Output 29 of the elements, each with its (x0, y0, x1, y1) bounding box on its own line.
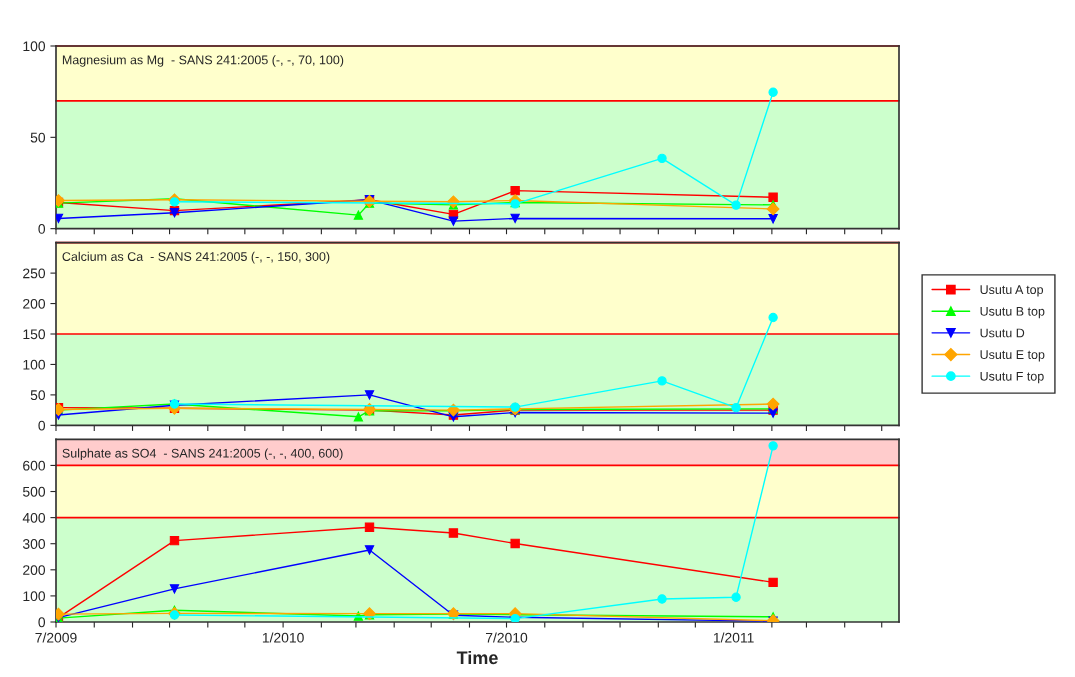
y-tick-label: 50 (30, 132, 46, 143)
x-tick-label: 1/2010 (262, 632, 304, 643)
y-tick-label: 0 (38, 617, 46, 628)
x-tick-label: 1/2011 (713, 632, 754, 643)
legend-label: Usutu F top (980, 371, 1044, 384)
y-tick-label: 50 (30, 390, 46, 401)
y-tick-label: 150 (23, 329, 46, 340)
y-tick-label: 300 (22, 539, 46, 549)
legend-label: Usutu E top (980, 350, 1045, 362)
annotation: Sulphate as SO4 - SANS 241:2005 (-, -, 400, 600) (62, 448, 343, 461)
y-tick-label: 400 (22, 512, 46, 523)
annotation: Magnesium as Mg - SANS 241:2005 (-, -, 70, 100) (62, 55, 344, 67)
y-tick-label: 250 (23, 268, 46, 279)
annotation: Calcium as Ca - SANS 241:2005 (-, -, 150, 300) (62, 251, 330, 264)
y-tick-label: 0 (38, 224, 46, 234)
x-tick-label: 7/2009 (35, 632, 77, 643)
y-tick-label: 200 (23, 298, 46, 309)
x-axis-title: Time (456, 650, 498, 665)
x-tick-label: 7/2010 (485, 632, 528, 643)
legend-label: Usutu A top (980, 285, 1044, 297)
y-tick-label: 200 (23, 565, 46, 575)
legend-label: Usutu B top (980, 306, 1045, 319)
y-tick-label: 0 (38, 420, 46, 431)
y-tick-label: 100 (23, 359, 46, 370)
y-tick-label: 100 (23, 41, 46, 52)
legend-label: Usutu D (980, 328, 1025, 338)
y-tick-label: 600 (23, 460, 46, 471)
y-tick-label: 500 (22, 486, 46, 497)
y-tick-label: 100 (23, 591, 46, 602)
